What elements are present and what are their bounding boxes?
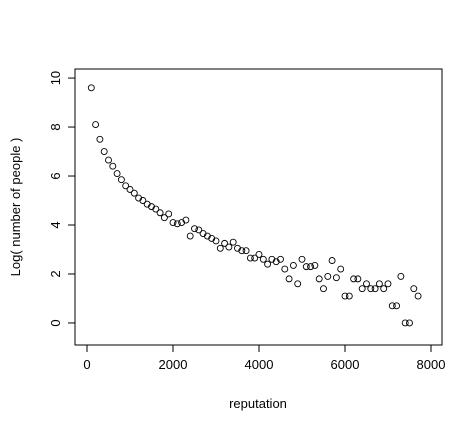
point: [113, 170, 121, 178]
y-tick-label: 10: [48, 71, 63, 85]
y-axis-title: Log( number of people ): [8, 138, 23, 277]
point: [363, 280, 370, 288]
point: [173, 220, 181, 228]
point: [328, 257, 336, 264]
point: [216, 244, 224, 252]
point: [264, 260, 272, 268]
point: [277, 255, 284, 263]
point: [354, 275, 362, 283]
point: [414, 292, 422, 300]
y-tick-label: 6: [48, 172, 63, 179]
point: [380, 285, 388, 293]
point: [182, 216, 190, 224]
point: [238, 247, 246, 255]
point: [320, 285, 327, 293]
point: [117, 176, 125, 184]
point: [251, 254, 259, 262]
point: [315, 275, 323, 283]
point: [255, 250, 263, 258]
point: [191, 225, 198, 233]
point: [92, 121, 100, 129]
plot-box: [74, 68, 443, 346]
x-axis-title: reputation: [229, 396, 287, 411]
point: [410, 285, 418, 293]
point: [337, 265, 345, 273]
point: [367, 285, 375, 293]
point: [324, 272, 332, 280]
x-tick-label: 4000: [245, 357, 274, 372]
point: [96, 135, 104, 143]
point: [307, 263, 315, 271]
point: [285, 275, 293, 283]
point: [242, 247, 250, 255]
point: [298, 255, 306, 263]
point: [281, 265, 289, 273]
point: [393, 302, 401, 310]
point: [401, 319, 409, 327]
point: [126, 186, 134, 193]
point: [225, 243, 233, 251]
point: [165, 210, 173, 218]
point: [384, 280, 392, 288]
point: [397, 272, 405, 280]
point: [87, 84, 95, 92]
point: [350, 275, 358, 283]
y-tick-label: 0: [48, 319, 63, 326]
point: [302, 263, 310, 271]
point: [122, 182, 130, 190]
point: [156, 209, 164, 217]
point: [388, 302, 396, 310]
point: [341, 292, 349, 300]
y-tick-label: 2: [48, 270, 63, 277]
x-tick-label: 0: [83, 357, 90, 372]
point: [169, 219, 177, 227]
point: [186, 232, 194, 240]
point: [130, 189, 138, 197]
point: [212, 237, 220, 245]
point: [229, 238, 237, 246]
point: [294, 280, 302, 288]
x-tick-label: 2000: [159, 357, 188, 372]
point: [375, 280, 383, 288]
point: [345, 292, 353, 300]
y-tick-label: 4: [48, 221, 63, 228]
x-tick-label: 8000: [417, 357, 446, 372]
point: [358, 285, 366, 293]
point: [371, 285, 379, 293]
point: [246, 254, 254, 262]
point: [100, 148, 108, 155]
point: [259, 255, 267, 263]
point: [109, 162, 117, 170]
point: [311, 261, 319, 269]
point: [221, 239, 229, 247]
point: [105, 156, 112, 164]
point: [139, 197, 147, 204]
x-tick-label: 6000: [331, 357, 360, 372]
point: [289, 261, 297, 269]
y-tick-label: 8: [48, 123, 63, 130]
point: [152, 205, 160, 213]
point: [195, 226, 203, 234]
point: [406, 319, 413, 327]
point: [160, 214, 168, 222]
point: [332, 274, 340, 282]
